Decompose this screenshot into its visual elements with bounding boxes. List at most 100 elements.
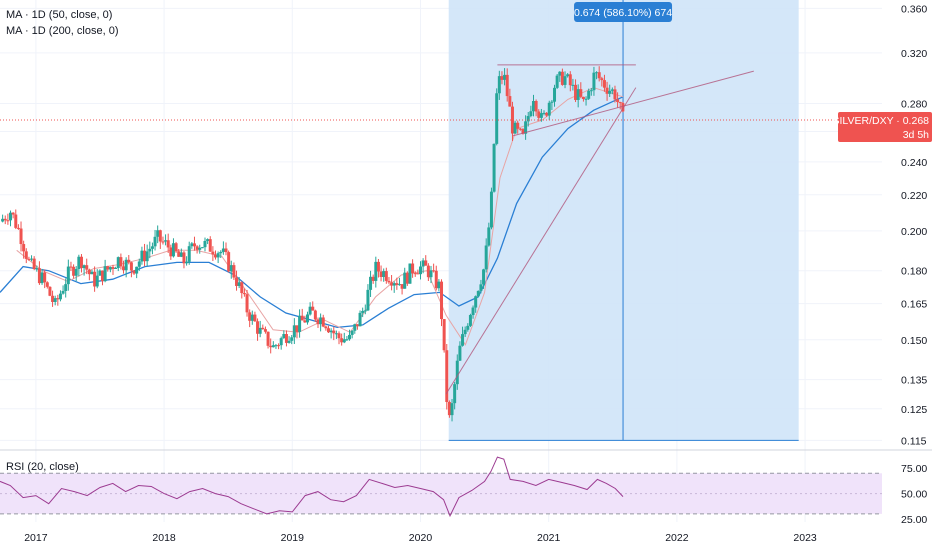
candle-body bbox=[579, 89, 583, 97]
candle-body bbox=[584, 98, 588, 100]
candle-body bbox=[53, 298, 57, 302]
rsi-polyline bbox=[0, 456, 624, 518]
ma200-legend[interactable]: MA · 1D (200, close, 0) bbox=[6, 25, 119, 37]
x-tick-label: 2023 bbox=[793, 532, 817, 544]
candle-body bbox=[355, 324, 359, 327]
price-label-countdown: 3d 5h bbox=[903, 129, 929, 141]
candle-body bbox=[35, 268, 39, 270]
candle-body bbox=[574, 84, 578, 100]
candle-body bbox=[248, 312, 252, 321]
candle-body bbox=[526, 116, 530, 122]
candle-body bbox=[413, 273, 417, 275]
candle-body bbox=[235, 277, 239, 286]
candle-body bbox=[277, 345, 281, 347]
candle-body bbox=[261, 327, 265, 330]
candle-body bbox=[482, 269, 486, 285]
candle-body bbox=[453, 384, 457, 404]
candle-body bbox=[545, 112, 549, 116]
candle-body bbox=[529, 111, 533, 117]
candle-body bbox=[340, 338, 344, 343]
candle-body bbox=[119, 257, 123, 267]
candle-body bbox=[9, 212, 13, 221]
candle-body bbox=[324, 326, 328, 329]
candle-body bbox=[279, 338, 283, 346]
candle-body bbox=[376, 261, 380, 272]
candle-body bbox=[392, 283, 396, 286]
candle-body bbox=[445, 350, 449, 402]
candle-body bbox=[219, 251, 223, 254]
candle-body bbox=[400, 284, 404, 289]
candle-body bbox=[27, 258, 31, 260]
candle-body bbox=[332, 330, 336, 334]
candle-body bbox=[432, 270, 436, 272]
candle-body bbox=[82, 265, 86, 269]
candle-body bbox=[534, 101, 538, 112]
candle-body bbox=[24, 251, 28, 259]
y-tick-label: 0.150 bbox=[901, 335, 927, 347]
rsi-panel bbox=[0, 456, 882, 518]
y-tick-label: 0.200 bbox=[901, 226, 927, 238]
candle-body bbox=[132, 270, 136, 274]
rsi-legend[interactable]: RSI (20, close) bbox=[6, 461, 79, 473]
candle-body bbox=[418, 266, 422, 275]
candle-body bbox=[597, 72, 601, 79]
candle-body bbox=[610, 89, 614, 91]
y-tick-label: 0.360 bbox=[901, 3, 927, 15]
candle-body bbox=[542, 112, 546, 114]
candle-body bbox=[287, 340, 291, 343]
trendline bbox=[445, 87, 637, 395]
candle-body bbox=[608, 90, 612, 94]
candle-body bbox=[379, 271, 383, 277]
candle-body bbox=[524, 121, 528, 134]
candle-body bbox=[6, 220, 10, 222]
candle-body bbox=[37, 268, 41, 284]
candle-body bbox=[492, 143, 496, 192]
candle-body bbox=[440, 281, 444, 320]
ma50-legend[interactable]: MA · 1D (50, close, 0) bbox=[6, 9, 113, 21]
candle-body bbox=[437, 281, 441, 289]
candle-body bbox=[137, 261, 141, 267]
candle-body bbox=[203, 240, 207, 248]
candle-body bbox=[177, 251, 181, 257]
candle-body bbox=[353, 324, 357, 331]
candle-body bbox=[185, 261, 189, 264]
candle-body bbox=[618, 102, 622, 104]
candle-body bbox=[476, 290, 480, 297]
candle-body bbox=[550, 101, 554, 103]
candle-body bbox=[555, 75, 559, 88]
trendlines bbox=[0, 64, 882, 395]
candle-body bbox=[150, 246, 154, 249]
price-label-value: SILVER/DXY · 0.268 bbox=[833, 115, 930, 127]
candle-body bbox=[216, 253, 220, 258]
candle-body bbox=[576, 89, 580, 100]
candle-body bbox=[135, 266, 139, 274]
candle-body bbox=[250, 314, 254, 321]
candle-body bbox=[369, 276, 373, 290]
candle-body bbox=[602, 80, 606, 88]
candle-body bbox=[495, 93, 499, 144]
candle-body bbox=[600, 78, 604, 81]
candle-body bbox=[539, 113, 543, 118]
candle-body bbox=[187, 246, 191, 262]
candle-body bbox=[308, 306, 312, 315]
candle-body bbox=[195, 246, 199, 250]
candle-body bbox=[143, 250, 147, 262]
candle-body bbox=[40, 272, 44, 284]
candle-body bbox=[208, 239, 212, 252]
candle-body bbox=[589, 90, 593, 92]
y-tick-label: 0.165 bbox=[901, 299, 927, 311]
candle-body bbox=[503, 74, 507, 80]
x-tick-label: 2022 bbox=[665, 532, 689, 544]
candle-body bbox=[93, 271, 97, 287]
candle-body bbox=[405, 272, 409, 284]
candle-body bbox=[237, 282, 241, 286]
y-tick-label: 0.135 bbox=[901, 375, 927, 387]
candle-body bbox=[153, 236, 157, 247]
candle-body bbox=[334, 333, 338, 335]
y-tick-label: 0.320 bbox=[901, 48, 927, 60]
candle-body bbox=[447, 401, 451, 416]
candle-body bbox=[621, 103, 625, 112]
candle-body bbox=[587, 90, 591, 99]
candle-body bbox=[3, 218, 7, 221]
